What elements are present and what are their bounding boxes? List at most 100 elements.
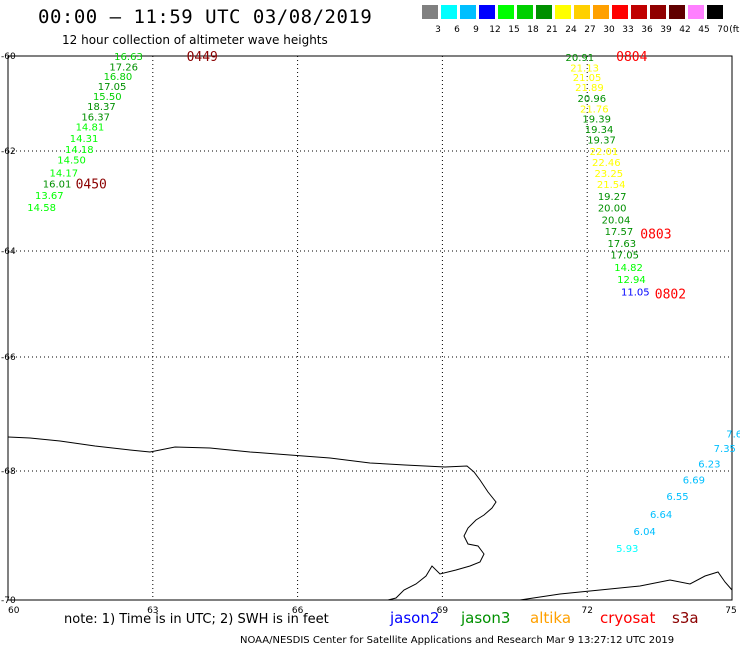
wave-height-value: 6.23 — [698, 460, 720, 471]
satellite-cryosat: cryosat — [600, 609, 656, 627]
wave-height-value: 5.93 — [616, 544, 638, 555]
wave-height-value: 6.55 — [666, 492, 688, 503]
satellite-altika: altika — [530, 609, 572, 627]
legend-label: 39 — [660, 25, 672, 35]
lon-tick-label: 72 — [581, 606, 592, 616]
legend-label: 30 — [603, 25, 615, 35]
satellite-s3a: s3a — [672, 609, 699, 627]
legend-swatch — [555, 5, 571, 19]
legend-swatch — [688, 5, 704, 19]
legend-swatch — [517, 5, 533, 19]
wave-height-value: 19.39 — [582, 115, 611, 126]
wave-height-value: 17.05 — [98, 82, 127, 93]
wave-height-value: 6.04 — [634, 527, 656, 538]
wave-height-value: 17.63 — [607, 239, 636, 250]
lat-tick-label: -62 — [1, 147, 16, 157]
lat-tick-label: -68 — [1, 467, 16, 477]
wave-height-value: 16.80 — [104, 72, 133, 83]
legend-swatch — [479, 5, 495, 19]
lat-tick-label: -66 — [1, 353, 16, 363]
legend-label: (ft) — [729, 25, 740, 35]
wave-height-value: 14.82 — [614, 263, 643, 274]
legend-label: 36 — [641, 25, 653, 35]
wave-height-value: 16.01 — [43, 180, 72, 191]
legend-label: 24 — [565, 25, 577, 35]
legend-label: 9 — [473, 25, 479, 35]
legend-label: 18 — [527, 25, 539, 35]
legend-swatch — [574, 5, 590, 19]
track-time-labels: 0449 0450 0804 0803 0802 — [76, 50, 687, 302]
wave-height-value: 19.34 — [585, 125, 614, 136]
legend-swatch — [593, 5, 609, 19]
lat-tick-label: -64 — [1, 247, 16, 257]
wave-height-value: 21.54 — [597, 180, 626, 191]
legend-swatch — [536, 5, 552, 19]
wave-height-value: 19.27 — [598, 192, 627, 203]
lon-tick-label: 60 — [8, 606, 20, 616]
lon-tick-label: 75 — [725, 606, 736, 616]
lat-tick-label: -70 — [1, 596, 16, 606]
wave-height-value: 6.69 — [683, 475, 705, 486]
legend-swatch — [631, 5, 647, 19]
satellite-jason2: jason2 — [390, 609, 440, 627]
track-time-label: 0449 — [187, 50, 218, 65]
page-title: 00:00 – 11:59 UTC 03/08/2019 — [38, 6, 373, 28]
track-time-label: 0804 — [616, 50, 647, 65]
track-time-label: 0450 — [76, 178, 107, 193]
legend-label: 27 — [584, 25, 596, 35]
legend-label: 15 — [508, 25, 520, 35]
wave-height-value: 15.50 — [93, 92, 122, 103]
subtitle: 12 hour collection of altimeter wave hei… — [62, 33, 328, 47]
wave-height-value: 16.63 — [114, 52, 143, 63]
wave-height-value: 7.6 — [726, 429, 740, 440]
wave-height-value: 14.31 — [70, 134, 99, 145]
legend-label: 42 — [679, 25, 691, 35]
note-text: note: 1) Time is in UTC; 2) SWH is in fe… — [64, 612, 329, 627]
legend-label: 3 — [435, 25, 441, 35]
legend-label: 12 — [489, 25, 501, 35]
wave-height-value: 17.05 — [610, 251, 639, 262]
wave-height-value: 17.26 — [109, 62, 138, 73]
legend-label: 70 — [717, 25, 729, 35]
antarctic-coastline — [7, 436, 497, 601]
lon-tick-label: 69 — [437, 606, 449, 616]
wave-height-value: 14.81 — [76, 122, 105, 133]
legend-swatch — [669, 5, 685, 19]
wave-height-value: 14.18 — [65, 145, 94, 156]
wave-height-value: 20.91 — [565, 53, 594, 64]
wave-height-value: 18.37 — [87, 102, 116, 113]
legend-label: 45 — [698, 25, 710, 35]
wave-height-value: 21.89 — [575, 83, 604, 94]
wave-height-value: 20.04 — [602, 216, 631, 227]
satellite-jason3: jason3 — [461, 609, 511, 627]
legend-swatch — [707, 5, 723, 19]
credit-line: NOAA/NESDIS Center for Satellite Applica… — [240, 635, 675, 646]
legend-label: 21 — [546, 25, 558, 35]
legend-swatch — [650, 5, 666, 19]
legend-swatch — [422, 5, 438, 19]
coastline-east — [519, 571, 733, 601]
lat-tick-label: -60 — [1, 52, 16, 62]
wave-height-value: 14.50 — [57, 156, 86, 167]
wave-height-value: 6.64 — [650, 510, 672, 521]
wave-height-value: 7.35 — [714, 444, 736, 455]
track-time-label: 0803 — [640, 228, 671, 243]
wave-height-value: 19.37 — [587, 136, 616, 147]
gridlines — [8, 56, 732, 600]
track-time-label: 0802 — [655, 287, 686, 302]
legend-label: 33 — [622, 25, 634, 35]
lon-tick-label: 63 — [147, 606, 158, 616]
wave-height-value: 20.96 — [578, 94, 607, 105]
wave-height-value: 11.05 — [621, 287, 650, 298]
wave-height-points: 16.6317.2616.8017.0515.5018.3716.3714.81… — [27, 52, 740, 555]
axis-labels: 60 63 66 69 72 75 -60 -62 -64 -66 -68 -70 — [1, 52, 737, 616]
wave-height-value: 16.37 — [81, 112, 110, 123]
legend-swatch — [612, 5, 628, 19]
wave-height-value: 20.00 — [598, 204, 627, 215]
wave-height-value: 14.17 — [50, 169, 79, 180]
wave-height-value: 22.01 — [590, 147, 619, 158]
legend-swatch — [460, 5, 476, 19]
wave-height-value: 14.58 — [27, 203, 56, 214]
wave-height-value: 22.46 — [592, 158, 621, 169]
